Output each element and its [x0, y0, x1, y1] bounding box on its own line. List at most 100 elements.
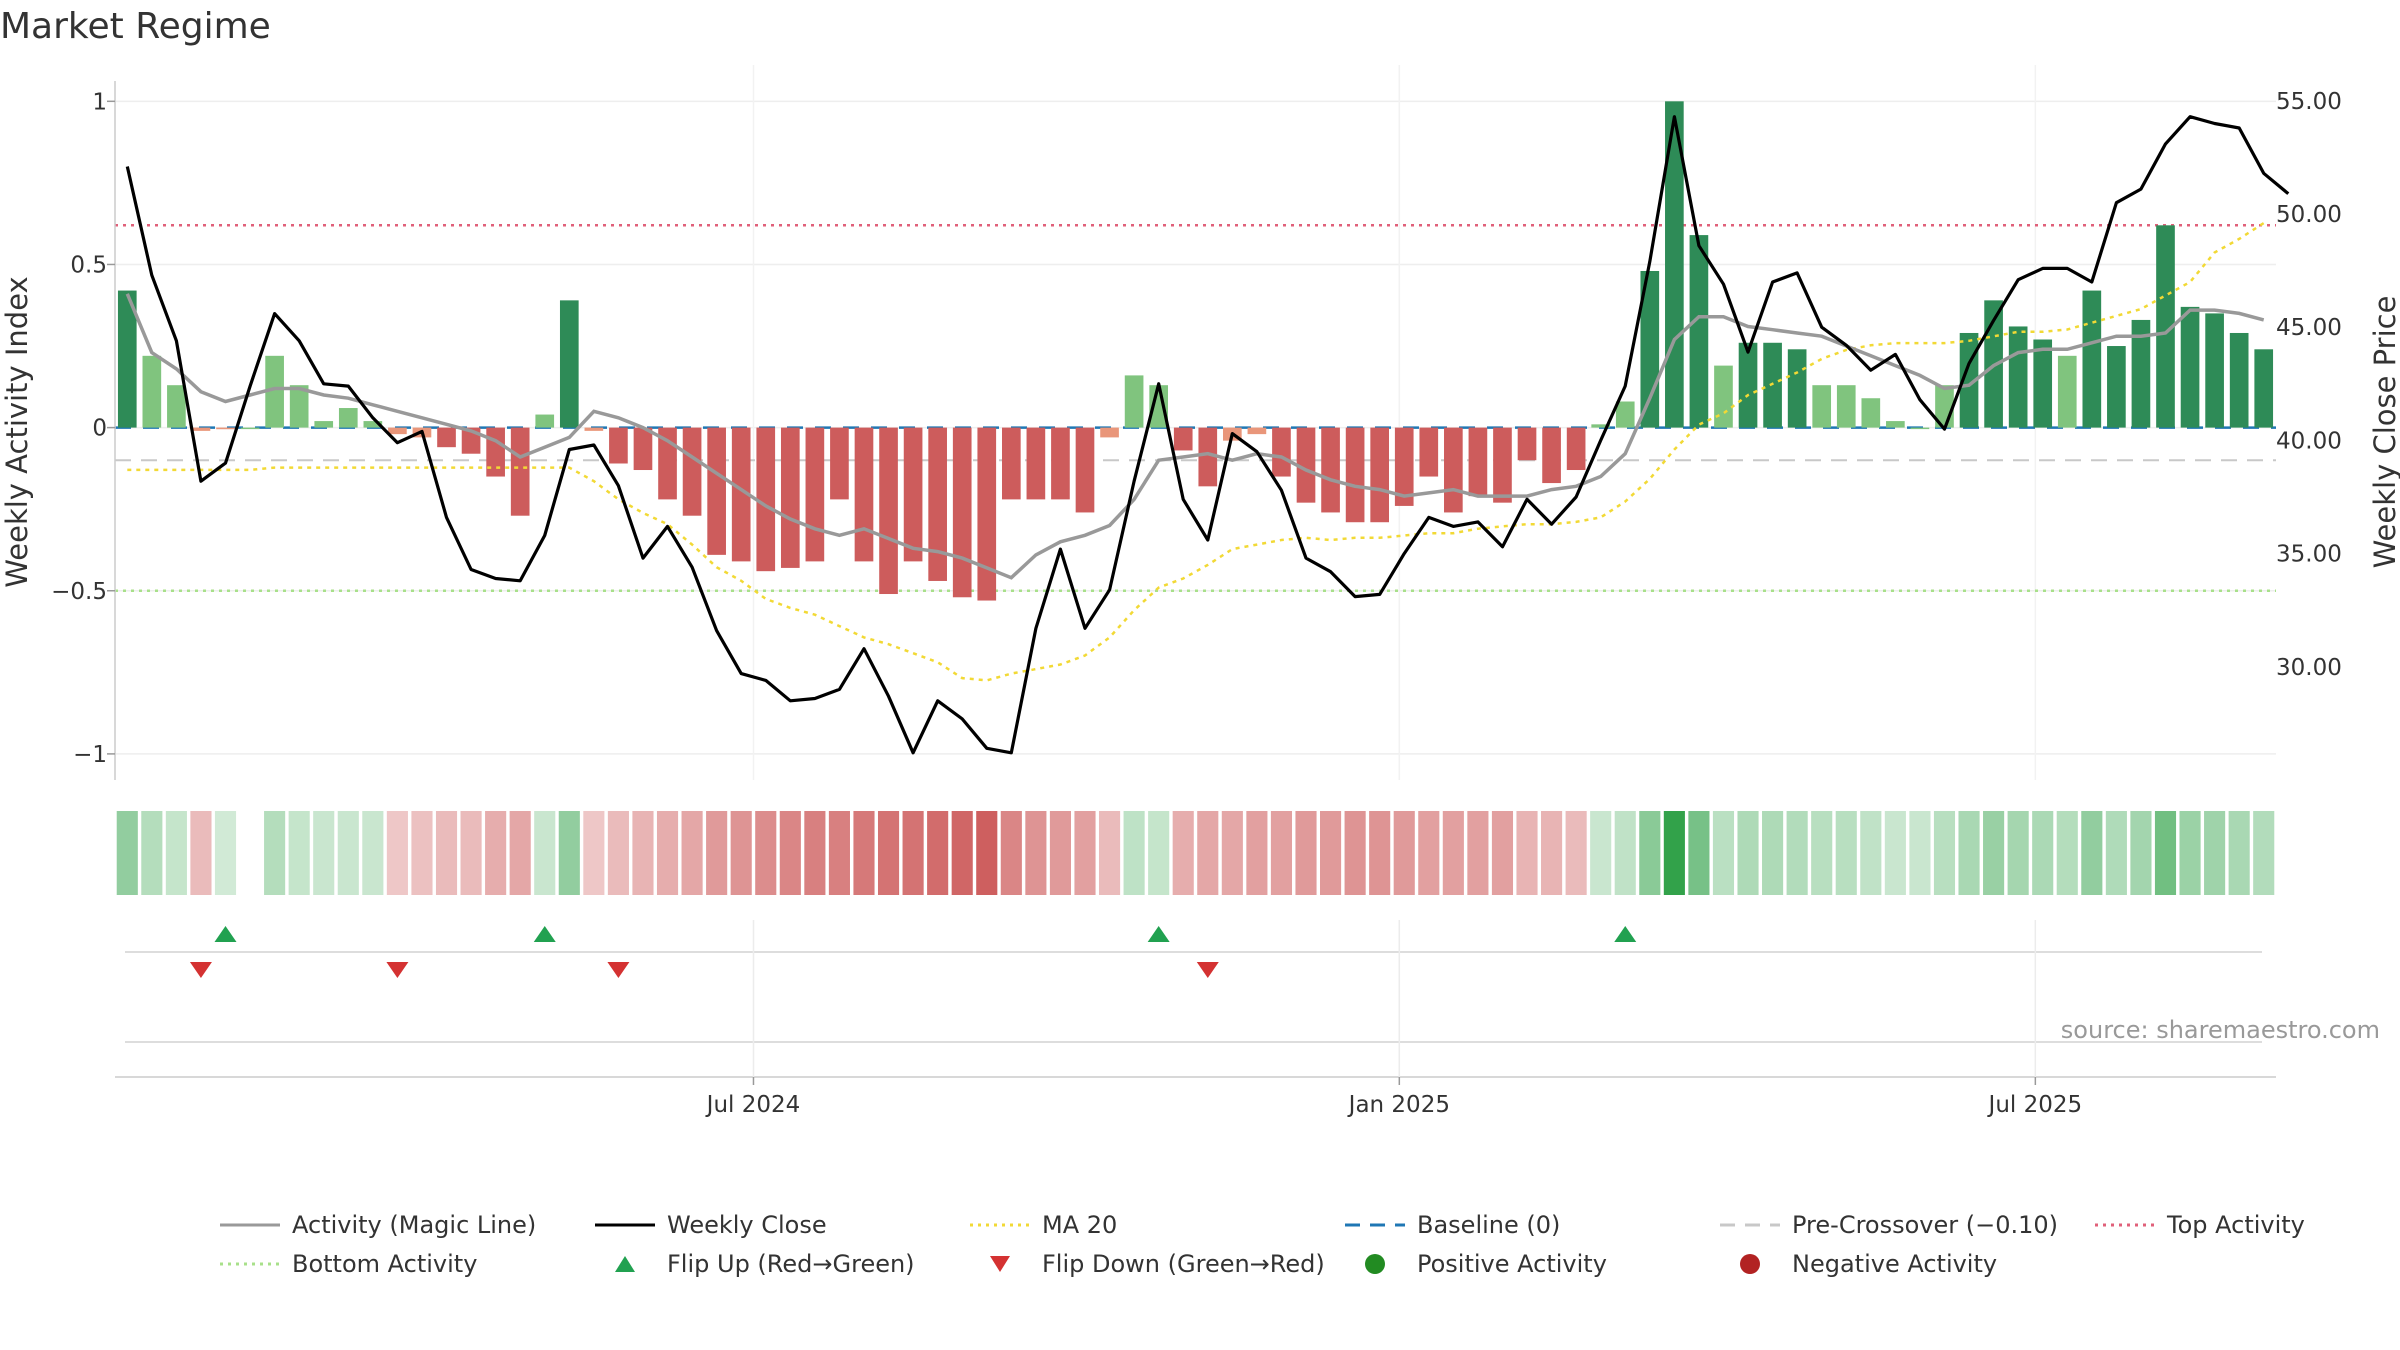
activity-bar [854, 427, 874, 562]
left-tick-label: 1 [92, 89, 107, 115]
activity-bar [1444, 427, 1463, 513]
left-tick-label: −0.5 [51, 579, 107, 605]
activity-bar [142, 355, 162, 428]
legend-item: Positive Activity [1365, 1250, 1607, 1278]
activity-bar [1026, 427, 1046, 500]
activity-bar [1173, 427, 1193, 451]
left-tick-label: 0 [92, 416, 107, 442]
regime-cell [558, 811, 580, 895]
regime-cell [1270, 811, 1293, 895]
activity-bars [117, 101, 2274, 601]
regime-cell [2228, 811, 2250, 895]
legend-label: Weekly Close [667, 1211, 827, 1239]
magic-line [125, 293, 2265, 580]
activity-bar [1075, 427, 1095, 513]
legend-label: Pre-Crossover (−0.10) [1792, 1211, 2058, 1239]
axes: 1 0.5 0 −0.5 −1 55.00 50.00 45.00 40.00 35.00 30.0… [0, 81, 2400, 780]
regime-cell [902, 811, 924, 895]
regime-cell [1565, 811, 1587, 895]
regime-cell [1246, 811, 1268, 895]
activity-bar [1615, 401, 1635, 428]
activity-bar [216, 427, 235, 430]
regime-cell [1688, 811, 1710, 895]
regime-cell [1123, 811, 1145, 895]
regime-cell [1737, 811, 1759, 895]
regime-cell [1516, 811, 1538, 895]
activity-bar [977, 427, 997, 601]
flip-down-marker [189, 962, 212, 978]
regime-cell [853, 811, 875, 895]
flip-up-marker [1147, 926, 1170, 942]
activity-bar [2131, 319, 2151, 428]
regime-cell [828, 811, 850, 895]
activity-bar [1149, 385, 1168, 428]
activity-bar [682, 427, 702, 516]
regime-cell [2253, 811, 2275, 895]
activity-bar [952, 427, 972, 598]
regime-cell [951, 811, 973, 895]
activity-bar [2229, 332, 2249, 428]
regime-cell [2007, 811, 2029, 895]
flip-markers [125, 926, 2262, 978]
source-label: source: sharemaestro.com [2061, 1016, 2380, 1044]
legend-item: Negative Activity [1740, 1250, 1997, 1278]
activity-bar [437, 427, 456, 448]
activity-bar [117, 290, 137, 428]
legend-item: Activity (Magic Line) [220, 1211, 536, 1239]
regime-cell [1541, 811, 1563, 895]
legend-item: Top Activity [2095, 1211, 2305, 1239]
left-tick-label: 0.5 [70, 252, 107, 278]
regime-cell [1049, 811, 1071, 895]
regime-cell [1369, 811, 1391, 895]
regime-cell [1148, 811, 1170, 895]
activity-bar [2156, 225, 2175, 428]
activity-bar [314, 421, 334, 428]
right-tick-label: 30.00 [2276, 655, 2342, 681]
regime-cell [1074, 811, 1096, 895]
activity-bar [1321, 427, 1340, 513]
chart-title: Market Regime [0, 6, 271, 47]
flip-up-marker [533, 926, 556, 942]
activity-bar [289, 385, 309, 428]
regime-cell [1762, 811, 1784, 895]
activity-bar [633, 427, 653, 471]
activity-bar [2180, 306, 2200, 428]
activity-bar [805, 427, 825, 562]
activity-bar [756, 427, 776, 572]
activity-bar [510, 427, 530, 516]
series-lines [125, 115, 2290, 755]
x-tick-label: Jul 2025 [1987, 1092, 2083, 1118]
activity-bar [1861, 398, 1881, 428]
activity-bar [559, 300, 579, 428]
regime-cell [1025, 811, 1047, 895]
legend-swatch [1365, 1254, 1385, 1274]
regime-cell [386, 811, 408, 895]
regime-cell [485, 811, 507, 895]
regime-cell [2081, 811, 2103, 895]
regime-cell [2032, 811, 2054, 895]
right-tick-label: 50.00 [2276, 202, 2342, 228]
activity-bar [928, 427, 947, 581]
regime-cell [2179, 811, 2201, 895]
regime-cell [656, 811, 679, 895]
legend-swatch [990, 1256, 1010, 1272]
regime-cell [1000, 811, 1022, 895]
regime-cell [190, 811, 212, 895]
regime-cell [2204, 811, 2226, 895]
regime-cell [1295, 811, 1317, 895]
legend: Activity (Magic Line) Weekly Close MA 20 Ba… [220, 1211, 2305, 1278]
activity-bar [1763, 342, 1782, 428]
regime-cell [2105, 811, 2127, 895]
activity-bar [167, 385, 186, 428]
regime-cell [1835, 811, 1857, 895]
left-axis-label: Weekly Activity Index [0, 276, 34, 587]
activity-bar [1247, 427, 1267, 435]
regime-cell [288, 811, 310, 895]
activity-bar [1591, 424, 1611, 428]
activity-bar [2254, 349, 2274, 428]
regime-cell [2130, 811, 2152, 895]
activity-bar [2205, 313, 2224, 428]
x-tick-label: Jan 2025 [1347, 1092, 1450, 1118]
flip-down-marker [1196, 962, 1219, 978]
